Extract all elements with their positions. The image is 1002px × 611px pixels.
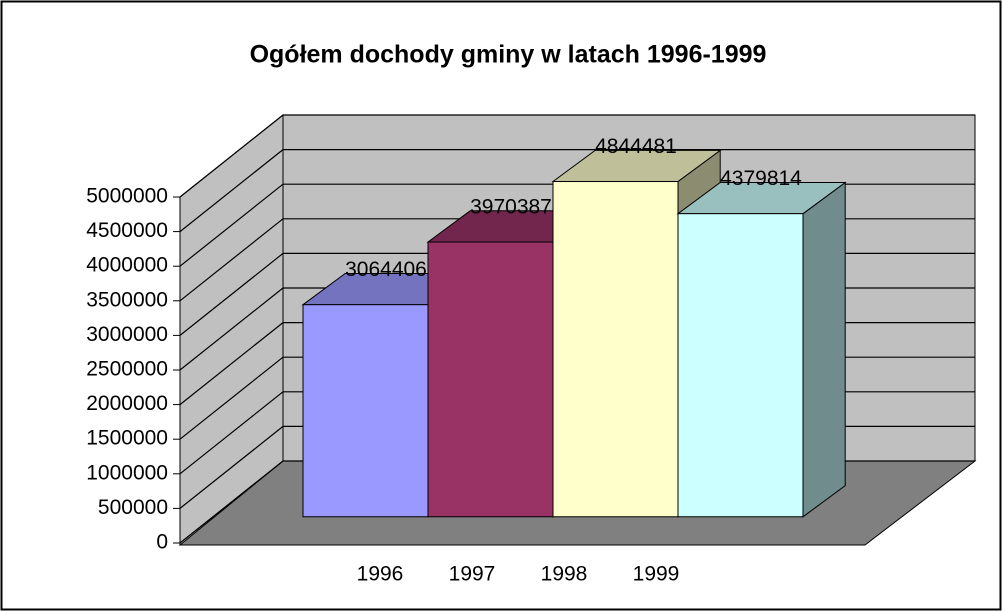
chart-title: Ogółem dochody gminy w latach 1996-1999 (250, 41, 767, 69)
y-tick-label: 5000000 (86, 185, 168, 208)
y-tick-label: 0 (156, 531, 168, 554)
grid-line (179, 114, 975, 198)
bar (552, 181, 679, 518)
value-label: 3064406 (345, 258, 427, 281)
x-tick-label: 1996 (357, 563, 404, 586)
y-tick-label: 4500000 (86, 219, 168, 242)
grid-line (179, 149, 975, 233)
y-tick-label: 1500000 (86, 427, 168, 450)
y-tick-label: 2000000 (86, 392, 168, 415)
x-tick-label: 1997 (449, 563, 496, 586)
value-label: 4379814 (720, 167, 802, 190)
bar (302, 304, 429, 518)
bar-side (802, 181, 846, 518)
x-tick-label: 1998 (541, 563, 588, 586)
bar (427, 241, 554, 518)
y-tick-label: 500000 (98, 496, 168, 519)
x-tick-label: 1999 (633, 563, 680, 586)
y-tick-label: 3000000 (86, 323, 168, 346)
value-label: 4844481 (595, 135, 677, 158)
y-tick-label: 1000000 (86, 461, 168, 484)
value-label: 3970387 (470, 196, 552, 219)
y-tick-label: 2500000 (86, 358, 168, 381)
y-tick-label: 3500000 (86, 288, 168, 311)
bar (677, 213, 804, 518)
y-tick-label: 4000000 (86, 254, 168, 277)
